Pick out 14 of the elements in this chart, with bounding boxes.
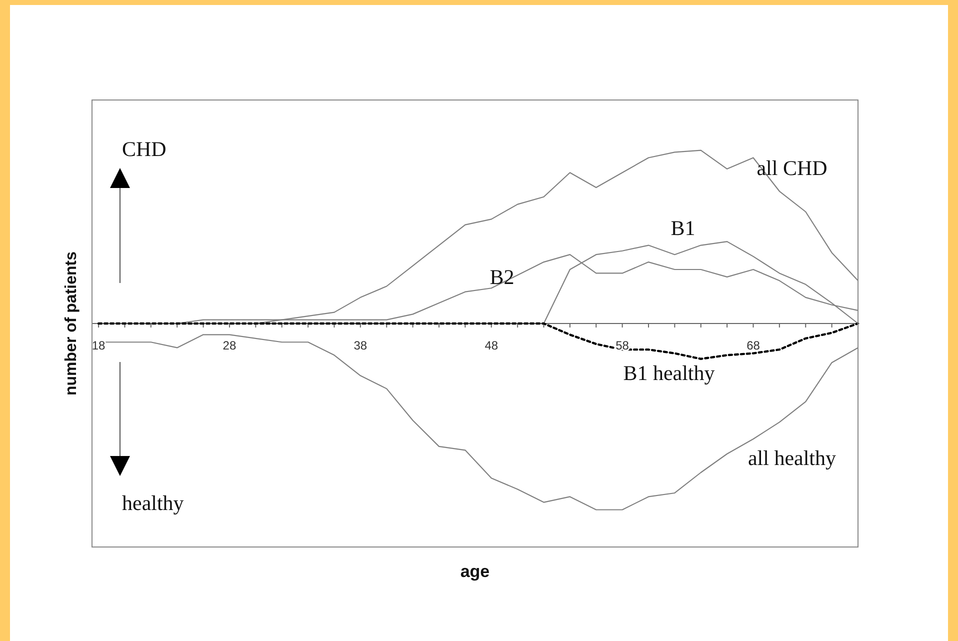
y-axis-title: number of patients bbox=[63, 251, 80, 396]
annotation: healthy bbox=[122, 491, 184, 515]
series-label: all healthy bbox=[748, 446, 837, 470]
series-label: B1 healthy bbox=[623, 361, 716, 385]
series-label: all CHD bbox=[756, 156, 828, 180]
x-axis-title: age bbox=[460, 562, 490, 581]
series-label: B2 bbox=[490, 265, 514, 289]
x-tick-label: 18 bbox=[92, 338, 106, 352]
x-tick-label: 48 bbox=[484, 338, 498, 352]
annotation: CHD bbox=[122, 137, 166, 161]
series-label: B1 bbox=[670, 216, 696, 240]
x-tick-label: 28 bbox=[222, 338, 236, 352]
x-tick-label: 38 bbox=[354, 338, 368, 352]
x-tick-label: 68 bbox=[746, 338, 760, 352]
